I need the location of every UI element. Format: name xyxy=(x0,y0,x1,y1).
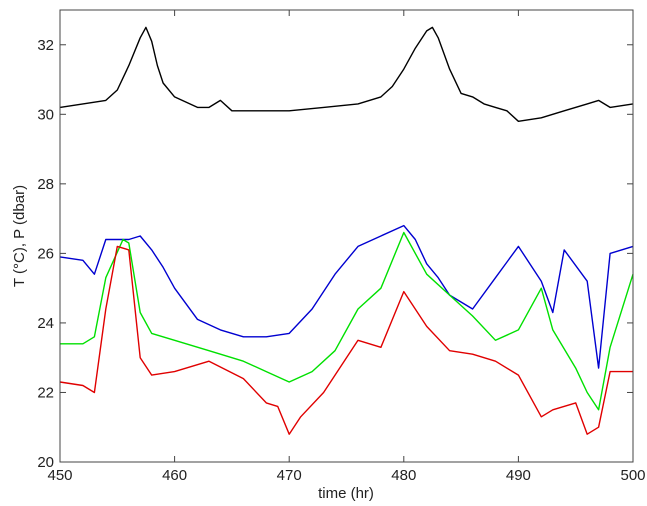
x-tick-label: 450 xyxy=(47,467,72,484)
x-tick-label: 460 xyxy=(162,467,187,484)
y-tick-label: 22 xyxy=(37,384,54,401)
x-tick-label: 470 xyxy=(277,467,302,484)
plot-frame xyxy=(59,9,634,463)
series-line-black xyxy=(59,26,634,123)
series-layer xyxy=(59,26,634,435)
y-tick-label: 30 xyxy=(37,106,54,123)
tick-layer xyxy=(59,10,634,463)
y-tick-label: 26 xyxy=(37,245,54,262)
y-tick-label: 28 xyxy=(37,176,54,193)
x-axis-label: time (hr) xyxy=(318,485,374,502)
y-tick-label: 20 xyxy=(37,454,54,471)
x-tick-label: 500 xyxy=(620,467,645,484)
tick-label-layer: 450 460 470 480 490 500 20 22 24 26 28 30 32 xyxy=(37,37,645,484)
series-line-red xyxy=(59,245,633,435)
series-line-green xyxy=(60,231,634,411)
y-tick-label: 24 xyxy=(37,315,54,332)
y-axis-label: T (°C), P (dbar) xyxy=(11,185,28,287)
x-tick-label: 490 xyxy=(506,467,531,484)
y-tick-label: 32 xyxy=(37,37,54,54)
series-line-blue xyxy=(59,224,634,369)
x-tick-label: 480 xyxy=(391,467,416,484)
